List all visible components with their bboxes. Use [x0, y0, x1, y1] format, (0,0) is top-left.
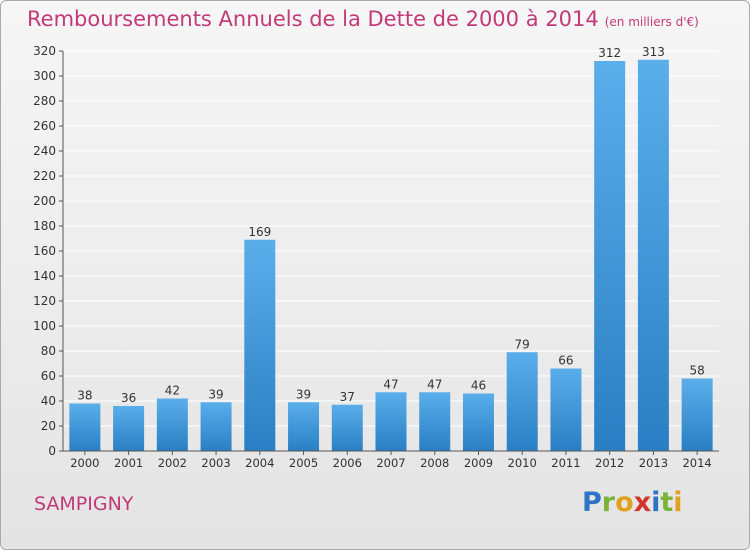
x-tick-label: 2007	[376, 456, 405, 470]
x-tick-label: 2005	[289, 456, 318, 470]
bar-2012	[594, 61, 626, 451]
bar-2000	[69, 403, 101, 451]
data-label: 37	[340, 390, 355, 404]
y-tick-label: 120	[33, 294, 56, 308]
commune-name: SAMPIGNY	[34, 493, 134, 515]
y-tick-label: 220	[33, 169, 56, 183]
x-tick-label: 2001	[114, 456, 143, 470]
x-tick-label: 2009	[464, 456, 493, 470]
bar-2010	[506, 352, 538, 451]
bar-2013	[637, 59, 669, 451]
bar-2003	[200, 402, 232, 451]
data-label: 79	[515, 337, 530, 351]
bars: 38 36 42 39 169 39 37 47 47 46 79 66 312 313 58	[69, 45, 713, 451]
x-tick-label: 2014	[682, 456, 711, 470]
data-label: 47	[383, 377, 398, 391]
y-tick-label: 300	[33, 69, 56, 83]
bar-2008	[419, 392, 451, 451]
chart-subtitle: (en milliers d'€)	[604, 15, 699, 29]
x-tick-label: 2002	[158, 456, 187, 470]
data-label: 58	[689, 364, 704, 378]
y-tick-label: 20	[41, 419, 56, 433]
bar-2001	[113, 406, 145, 451]
x-tick-label: 2003	[201, 456, 230, 470]
data-label: 47	[427, 377, 442, 391]
data-label: 38	[77, 389, 92, 403]
x-tick-label: 2008	[420, 456, 449, 470]
bar-2009	[462, 393, 494, 451]
bar-2007	[375, 392, 407, 451]
proxiti-logo: Proxiti	[582, 487, 683, 518]
x-tick-label: 2000	[70, 456, 99, 470]
chart-title: Remboursements Annuels de la Dette de 20…	[27, 7, 699, 31]
data-label: 312	[598, 46, 621, 60]
bar-2011	[550, 368, 582, 451]
data-label: 42	[165, 384, 180, 398]
data-label: 66	[558, 354, 573, 368]
data-label: 39	[208, 387, 223, 401]
y-tick-label: 100	[33, 319, 56, 333]
data-label: 39	[296, 387, 311, 401]
y-tick-label: 260	[33, 119, 56, 133]
y-tick-label: 40	[41, 394, 56, 408]
y-tick-label: 0	[48, 444, 56, 458]
data-label: 36	[121, 391, 136, 405]
chart-title-text: Remboursements Annuels de la Dette de 20…	[27, 7, 599, 31]
y-tick-label: 160	[33, 244, 56, 258]
bar-2005	[288, 402, 320, 451]
x-tick-label: 2012	[595, 456, 624, 470]
y-tick-label: 140	[33, 269, 56, 283]
y-axis: 0 20 40 60 80 100 120 140 160 180 200 220 240 260 280 3…	[33, 44, 64, 458]
data-label: 169	[248, 225, 271, 239]
bar-2004	[244, 239, 276, 451]
bar-2014	[681, 378, 713, 451]
x-axis: 2000 2001 2002 2003 2004 2005 2006 2007 2008 2009…	[63, 450, 719, 470]
y-tick-label: 280	[33, 94, 56, 108]
y-tick-label: 200	[33, 194, 56, 208]
y-tick-label: 80	[41, 344, 56, 358]
x-tick-label: 2004	[245, 456, 274, 470]
x-tick-label: 2010	[508, 456, 537, 470]
x-tick-label: 2011	[551, 456, 580, 470]
x-tick-label: 2013	[639, 456, 668, 470]
x-tick-label: 2006	[333, 456, 362, 470]
y-tick-label: 240	[33, 144, 56, 158]
y-tick-label: 60	[41, 369, 56, 383]
data-label: 313	[642, 45, 665, 59]
data-label: 46	[471, 379, 486, 393]
y-tick-label: 320	[33, 44, 56, 58]
bar-2002	[156, 398, 188, 451]
bar-2006	[331, 404, 363, 451]
y-tick-label: 180	[33, 219, 56, 233]
